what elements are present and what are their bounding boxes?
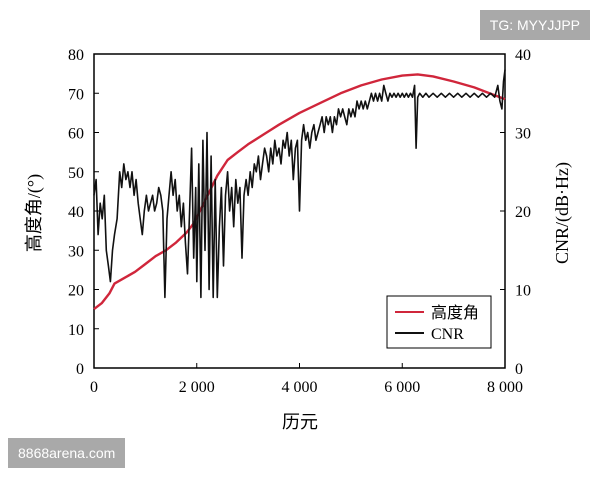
y-right-tick-label: 30 [515, 126, 531, 143]
legend-label-cnr: CNR [431, 326, 464, 343]
y-left-tick-label: 30 [68, 243, 84, 260]
watermark-top-right: TG: MYYJJPP [479, 10, 590, 40]
y-left-tick-label: 20 [68, 283, 84, 300]
y-right-tick-label: 20 [515, 204, 531, 221]
y-left-tick-label: 50 [68, 165, 84, 182]
x-tick-label: 6 000 [384, 379, 420, 396]
series-layer [93, 69, 506, 311]
legend-box [386, 295, 492, 349]
legend: 高度角 CNR [386, 295, 492, 349]
y-left-tick-label: 40 [68, 204, 84, 221]
y-left-tick-label: 0 [76, 361, 84, 378]
y-left-tick-label: 80 [68, 47, 84, 64]
y-left-tick-label: 70 [68, 86, 84, 103]
legend-label-elevation: 高度角 [431, 304, 479, 322]
y-left-tick-label: 10 [68, 322, 84, 339]
watermark-bottom-left: 8868arena.com [8, 438, 126, 468]
x-tick-label: 0 [90, 379, 98, 396]
y-axis-left-label: 高度角/(°) [24, 174, 45, 252]
y-right-tick-label: 0 [515, 361, 523, 378]
series-line-elevation [93, 73, 506, 311]
x-tick-label: 2 000 [179, 379, 215, 396]
y-right-tick-label: 40 [515, 47, 531, 64]
y-right-tick-label: 10 [515, 283, 531, 300]
x-axis-label: 历元 [282, 412, 318, 432]
y-left-tick-label: 60 [68, 126, 84, 143]
y-axis-right-label: CNR/(dB·Hz) [552, 162, 573, 264]
x-tick-label: 8 000 [487, 379, 523, 396]
series-line-cnr [93, 69, 506, 299]
x-tick-label: 4 000 [282, 379, 318, 396]
